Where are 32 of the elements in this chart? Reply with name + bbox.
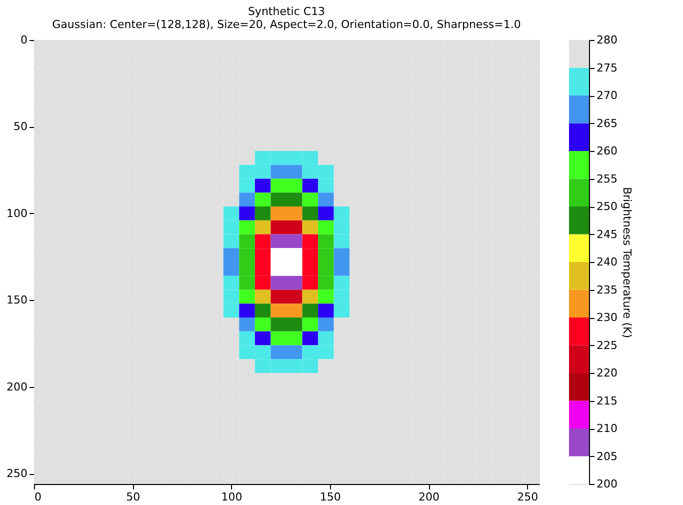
color-bar-label: 240 — [596, 256, 618, 268]
chart-title: Synthetic C13 — [248, 5, 326, 18]
y-tick-label: 0 — [20, 34, 28, 46]
color-bar-label: 265 — [596, 116, 618, 130]
x-tick-label: 0 — [34, 490, 42, 504]
x-tick-label: 250 — [517, 490, 538, 504]
x-tick-label: 150 — [320, 490, 341, 504]
color-bar-label: 220 — [596, 366, 618, 380]
y-tick-label: 200 — [6, 380, 28, 394]
color-bar-label: 235 — [596, 283, 618, 296]
color-bar-label: 230 — [596, 311, 618, 324]
y-tick-label: 250 — [6, 467, 28, 480]
color-bar-label: 210 — [596, 422, 618, 435]
color-bar-label: 280 — [596, 34, 618, 46]
color-bar-label: 225 — [596, 338, 618, 352]
x-tick-label: 200 — [418, 490, 440, 504]
color-bar-title: Brightness Temperature (K) — [620, 186, 634, 338]
y-tick-label: 50 — [14, 120, 28, 134]
color-bar-label: 270 — [596, 89, 618, 102]
color-bar-label: 275 — [596, 61, 618, 74]
x-tick-label: 50 — [126, 490, 140, 504]
color-bar-label: 245 — [596, 228, 618, 241]
x-tick-label: 100 — [221, 490, 242, 504]
y-tick-label: 150 — [6, 294, 28, 307]
color-bar-label: 200 — [596, 478, 618, 490]
color-bar-label: 255 — [596, 172, 618, 186]
color-bar-label: 215 — [596, 394, 618, 408]
y-tick-label: 100 — [6, 206, 28, 220]
color-bar-label: 205 — [596, 450, 618, 463]
color-bar-label: 260 — [596, 144, 618, 158]
color-bar-label: 250 — [596, 200, 618, 213]
chart-subtitle: Gaussian: Center=(128,128), Size=20, Aspect=2.0, Orientation=0.0, Sharpness=1.0 — [52, 18, 521, 31]
